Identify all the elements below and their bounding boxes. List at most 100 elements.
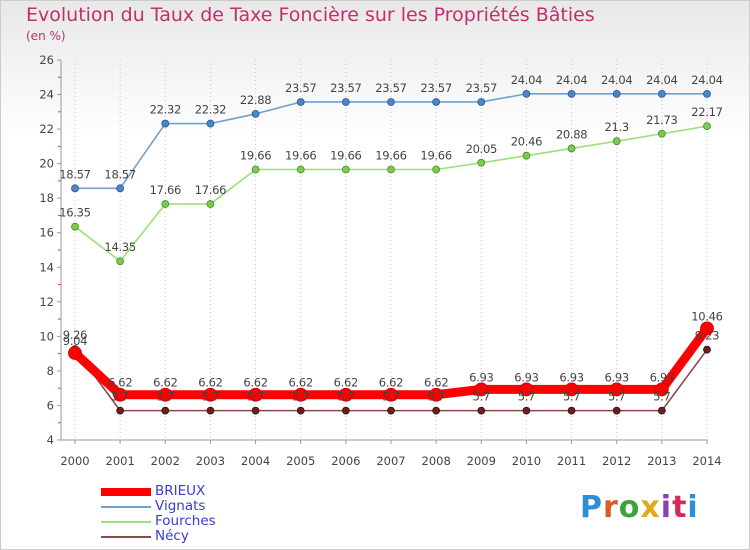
data-label: 5.7: [157, 390, 174, 404]
data-point: [341, 406, 350, 415]
data-point: [432, 406, 441, 415]
data-label: 5.7: [653, 390, 670, 404]
data-point: [432, 98, 441, 106]
data-label: 6.62: [289, 376, 313, 390]
data-label: 23.57: [375, 81, 406, 95]
y-tick-label: 16: [39, 226, 54, 240]
data-label: 18.57: [59, 167, 90, 181]
logo-letter: o: [618, 490, 641, 525]
data-label: 20.46: [511, 135, 542, 149]
data-point: [116, 257, 125, 266]
x-tick-label: 2008: [422, 454, 451, 468]
data-label: 19.66: [375, 149, 406, 163]
data-point: [338, 387, 353, 402]
data-point: [341, 98, 350, 106]
data-label: 5.7: [247, 390, 264, 404]
data-label: 24.04: [691, 73, 722, 87]
data-point: [654, 382, 669, 397]
data-point: [387, 98, 395, 106]
legend-item-label: Vignats: [155, 498, 206, 514]
data-point: [432, 165, 441, 174]
data-label: 17.66: [150, 183, 181, 197]
data-point: [567, 406, 576, 415]
data-point: [474, 382, 489, 397]
x-tick-label: 2009: [467, 454, 496, 468]
data-point: [113, 387, 128, 402]
data-point: [296, 406, 305, 415]
data-point: [612, 406, 621, 415]
data-point: [657, 129, 666, 138]
data-label: 19.66: [420, 149, 451, 163]
data-label: 5.7: [563, 390, 580, 404]
data-point: [251, 165, 260, 174]
y-tick-label: 6: [47, 398, 54, 412]
data-point: [567, 89, 576, 98]
data-label: 16.35: [59, 206, 90, 220]
logo-letter: x: [640, 490, 661, 525]
data-point: [657, 89, 666, 98]
y-tick-label: 24: [39, 88, 54, 102]
data-label: 21.3: [605, 120, 629, 134]
y-tick-label: 14: [39, 260, 54, 274]
legend-item-label: BRIEUX: [155, 483, 206, 499]
y-tick-label: 10: [39, 329, 54, 343]
data-label: 9.23: [695, 329, 719, 343]
data-label: 19.66: [330, 149, 361, 163]
data-point: [703, 122, 711, 131]
data-label: 24.04: [601, 73, 632, 87]
data-label: 22.17: [691, 105, 722, 119]
data-label: 6.93: [650, 370, 674, 384]
data-point: [248, 387, 263, 402]
data-label: 18.57: [104, 167, 135, 181]
data-point: [116, 184, 125, 193]
data-point: [71, 184, 79, 193]
data-point: [251, 109, 260, 118]
data-point: [158, 387, 173, 402]
data-point: [612, 137, 621, 146]
data-label: 6.93: [605, 370, 629, 384]
data-label: 5.7: [608, 390, 625, 404]
x-tick-label: 2013: [647, 454, 676, 468]
data-point: [477, 406, 486, 415]
data-label: 19.66: [285, 149, 316, 163]
logo-letter: i: [687, 490, 699, 525]
y-tick-label: 22: [39, 122, 54, 136]
data-label: 22.88: [240, 93, 271, 107]
data-point: [203, 387, 218, 402]
data-label: 24.04: [646, 73, 677, 87]
data-label: 5.7: [382, 390, 399, 404]
data-label: 17.66: [195, 183, 226, 197]
data-point: [429, 387, 444, 402]
data-label: 23.57: [466, 81, 497, 95]
y-tick-label: 12: [39, 295, 54, 309]
x-tick-label: 2004: [241, 454, 270, 468]
data-label: 23.57: [420, 81, 451, 95]
data-point: [161, 406, 170, 415]
data-label: 20.88: [556, 127, 587, 141]
data-point: [522, 89, 531, 98]
x-tick-label: 2002: [151, 454, 180, 468]
data-label: 20.05: [466, 142, 497, 156]
data-label: 6.93: [469, 370, 493, 384]
x-tick-label: 2011: [557, 454, 586, 468]
data-label: 5.7: [111, 390, 128, 404]
data-point: [564, 382, 579, 397]
data-point: [700, 321, 714, 336]
data-label: 10.46: [691, 309, 722, 323]
x-tick-label: 2014: [692, 454, 721, 468]
data-label: 23.57: [330, 81, 361, 95]
data-point: [703, 345, 711, 354]
data-point: [657, 406, 666, 415]
data-point: [296, 98, 305, 106]
data-label: 6.62: [334, 376, 358, 390]
data-label: 6.62: [379, 376, 403, 390]
data-label: 21.73: [646, 113, 677, 127]
x-tick-label: 2001: [106, 454, 135, 468]
data-point: [293, 387, 308, 402]
data-point: [161, 200, 170, 208]
data-point: [519, 382, 534, 397]
data-point: [384, 387, 398, 402]
data-label: 9.26: [63, 328, 87, 342]
y-tick-label: 18: [39, 191, 54, 205]
